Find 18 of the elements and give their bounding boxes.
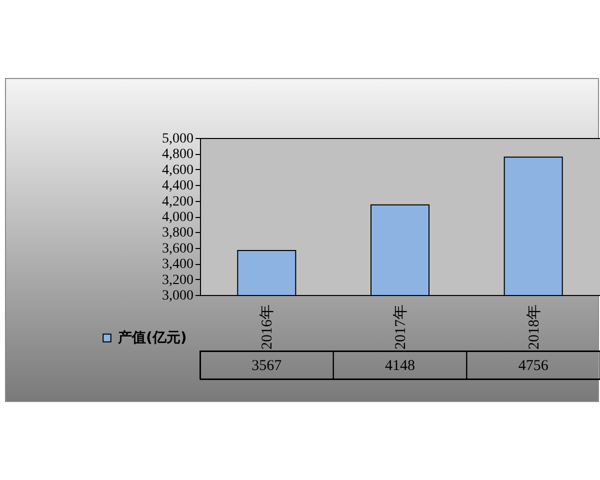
y-tick-label: 3,200 (162, 272, 194, 288)
data-label: 4756 (518, 358, 549, 374)
x-tick-label: 2016年 (258, 304, 276, 350)
y-tick-label: 5,000 (162, 132, 194, 146)
x-tick-label: 2018年 (525, 304, 542, 350)
y-tick-label: 4,200 (162, 194, 194, 210)
y-tick-label: 3,800 (162, 226, 194, 241)
y-tick-label: 3,600 (162, 241, 194, 256)
y-tick-label: 3,000 (162, 288, 194, 304)
data-label: 4148 (385, 358, 415, 374)
data-label: 3567 (252, 358, 282, 374)
x-tick-label: 2017年 (392, 304, 409, 350)
y-tick-label: 4,600 (162, 162, 194, 178)
y-tick-label: 4,000 (162, 210, 194, 225)
y-tick-label: 4,400 (162, 178, 194, 194)
legend-label: 产值(亿元) (117, 329, 187, 346)
y-tick-label: 4,800 (162, 147, 194, 162)
y-tick-label: 3,400 (162, 257, 194, 272)
